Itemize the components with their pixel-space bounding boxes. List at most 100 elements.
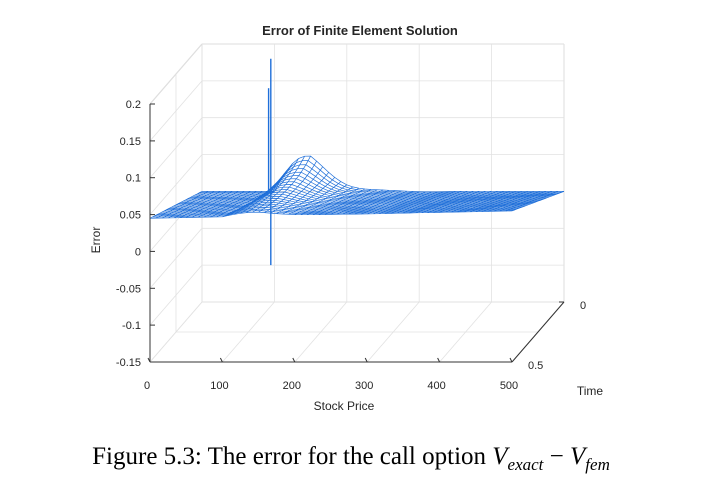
surface-line-price <box>342 190 396 215</box>
surface-line-price <box>192 191 245 218</box>
surface-line-price <box>324 189 378 215</box>
surface-line-price <box>403 191 456 214</box>
surface-line-price <box>487 191 541 212</box>
error-spikes <box>267 58 272 266</box>
surface-line-price <box>306 187 360 216</box>
caption-sub-fem: fem <box>585 455 610 474</box>
surface-line-price <box>330 189 384 215</box>
caption-sub-exact: exact <box>507 455 544 474</box>
surface-line-price <box>511 191 565 212</box>
surface-line-price <box>204 191 257 218</box>
surface-line-price <box>409 191 462 214</box>
surface-line-price <box>161 191 215 219</box>
surface-line-price <box>240 163 293 214</box>
surface-line-price <box>186 191 239 218</box>
surface-line-price <box>499 191 553 212</box>
grid-side-z <box>149 80 203 142</box>
surface-line-price <box>421 190 474 214</box>
surface-line-price <box>379 191 432 214</box>
surface-line-price <box>427 190 480 213</box>
surface-line-price <box>493 191 547 212</box>
surface-line-price <box>445 191 498 213</box>
caption-v-fem: Vfem <box>570 443 610 474</box>
z-tick-label: 0.05 <box>120 210 141 222</box>
grid-side-z <box>149 264 203 326</box>
surface-line-price <box>288 181 342 215</box>
x-tick-mark <box>219 357 223 363</box>
x-tick-mark <box>437 357 441 363</box>
z-tick-label: 0 <box>135 246 141 258</box>
z-tick-label: 0.1 <box>126 173 141 185</box>
x-tick-label: 400 <box>427 380 445 392</box>
surface-line-price <box>433 190 486 213</box>
x-axis-label: Stock Price <box>314 399 375 413</box>
surface-line-price <box>336 189 390 215</box>
axes-box <box>149 43 565 303</box>
z-tick-label: 0.2 <box>126 99 141 111</box>
surface-line-price <box>348 190 402 215</box>
grid-side-z <box>149 301 203 363</box>
x-tick-label: 500 <box>500 380 518 392</box>
caption-v1: V <box>492 443 508 470</box>
surface-line-price <box>149 191 203 219</box>
surface-line-price <box>264 160 317 213</box>
surface-line-price <box>367 191 420 215</box>
back-wall <box>202 44 564 302</box>
surface-line-price <box>180 191 233 218</box>
z-axis-label: Error <box>89 227 103 254</box>
figure-caption: Figure 5.3: The error for the call optio… <box>0 432 702 482</box>
surface-line-price <box>246 158 299 213</box>
surface-line-price <box>276 172 329 214</box>
surface-line-price <box>198 191 251 218</box>
chart-title: Error of Finite Element Solution <box>262 23 458 38</box>
error-surface <box>149 155 565 219</box>
z-tick-label: -0.05 <box>116 283 141 295</box>
surface-line-price <box>216 191 269 218</box>
surface-line-price <box>173 191 227 219</box>
surface-line-price <box>294 184 348 215</box>
caption-v2: V <box>570 443 586 470</box>
surface-line-price <box>234 170 287 215</box>
surface-line-price <box>361 191 414 215</box>
z-tick-label: -0.15 <box>116 357 141 369</box>
grid-side-z <box>149 154 203 215</box>
y-tick-label: 0 <box>580 300 586 312</box>
surface-line-price <box>155 191 209 219</box>
x-tick-mark <box>147 357 151 363</box>
z-tick-label: 0.15 <box>120 136 141 148</box>
surface-line-price <box>463 191 516 213</box>
y-axis-line <box>511 301 565 363</box>
surface-line-price <box>457 191 510 213</box>
caption-prefix: Figure 5.3: The error for the call optio… <box>92 443 493 470</box>
surface-line-price <box>373 191 426 215</box>
x-tick-label: 100 <box>210 380 228 392</box>
surface-line-price <box>481 191 534 212</box>
surface-line-price <box>300 186 353 216</box>
surface-plot: Error of Finite Element Solution 0 100 200… <box>89 23 604 413</box>
axis-ticks: 0 100 200 300 400 500 0 0.5 -0.15 -0.1 -0.05 0 0.05 0… <box>116 99 586 392</box>
x-tick-mark <box>364 357 368 363</box>
caption-minus: − <box>543 443 571 470</box>
grid-side-z <box>149 228 203 289</box>
grid-side-z <box>149 117 203 178</box>
x-tick-label: 300 <box>355 380 373 392</box>
x-tick-label: 0 <box>144 380 150 392</box>
surface-line-price <box>505 191 559 212</box>
surface-line-price <box>469 191 522 213</box>
surface-line-price <box>397 191 450 214</box>
surface-line-price <box>385 191 438 214</box>
surface-line-price <box>475 191 528 212</box>
surface-line-price <box>415 190 468 214</box>
x-tick-mark <box>509 357 513 363</box>
caption-v-exact: Vexact <box>492 443 543 474</box>
x-tick-mark <box>292 357 296 363</box>
x-tick-label: 200 <box>283 380 301 392</box>
surface-line-price <box>451 191 504 213</box>
y-tick-label: 0.5 <box>528 360 543 372</box>
grid-side-z <box>149 43 203 105</box>
y-axis-label: Time <box>577 384 604 398</box>
surface-line-price <box>354 190 408 215</box>
surface-line-price <box>210 191 263 218</box>
surface-line-price <box>252 156 305 213</box>
surface-line-price <box>270 166 323 214</box>
